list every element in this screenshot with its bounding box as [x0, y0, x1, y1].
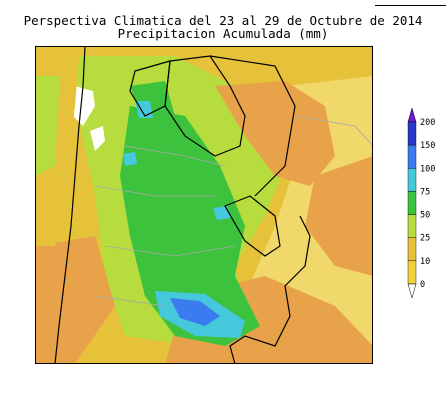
scale-top-arrow: [407, 108, 417, 123]
scale-tick-label: 50: [420, 211, 430, 221]
patch-white-1: [73, 86, 95, 126]
patch-white-2: [90, 126, 105, 151]
scale-segment: [407, 237, 417, 262]
scale-segment: [407, 168, 417, 192]
patch-orange-e: [305, 156, 373, 276]
patch-orange-ne: [215, 81, 335, 186]
patch-orange-sw: [35, 236, 115, 364]
pacific-light: [35, 76, 60, 176]
map-subtitle: Precipitacion Acumulada (mm): [117, 26, 329, 41]
scale-tick-label: 200: [420, 118, 435, 128]
precipitation-map: [35, 46, 373, 364]
paraguay-border: [164, 55, 246, 157]
patch-green-core: [120, 106, 260, 346]
bolivia-border: [129, 60, 171, 117]
color-scale-legend: 0 10 25 50 75 100 150 200: [407, 108, 435, 299]
patch-cyan-mid: [123, 152, 137, 166]
brazil-border: [209, 55, 296, 197]
province-lines-3: [124, 145, 226, 167]
patch-blue-south: [170, 298, 220, 326]
province-lines-2: [104, 245, 236, 257]
scale-tick-label: 0: [420, 280, 425, 290]
scale-segment: [407, 144, 417, 169]
map-frame: [35, 46, 373, 364]
uruguay-border: [224, 195, 281, 257]
province-lines-4: [94, 295, 166, 307]
scale-tick-label: 150: [420, 141, 435, 151]
scale-tick-label: 75: [420, 187, 430, 197]
scale-segment: [407, 214, 417, 238]
scale-segment: [407, 191, 417, 215]
province-lines-1: [94, 185, 215, 197]
scale-segment: [407, 260, 417, 285]
map-title: Perspectiva Climatica del 23 al 29 de Oc…: [23, 13, 423, 28]
chile-coast: [54, 46, 86, 364]
scale-bottom-arrow: [407, 283, 417, 299]
scale-tick-label: 100: [420, 164, 435, 174]
scale-segment: [407, 121, 417, 146]
scale-tick-label: 25: [420, 234, 430, 244]
top-rule: [375, 5, 446, 6]
argentina-east-coast: [229, 215, 311, 364]
province-lines-5: [294, 115, 373, 147]
scale-tick-label: 10: [420, 257, 430, 267]
